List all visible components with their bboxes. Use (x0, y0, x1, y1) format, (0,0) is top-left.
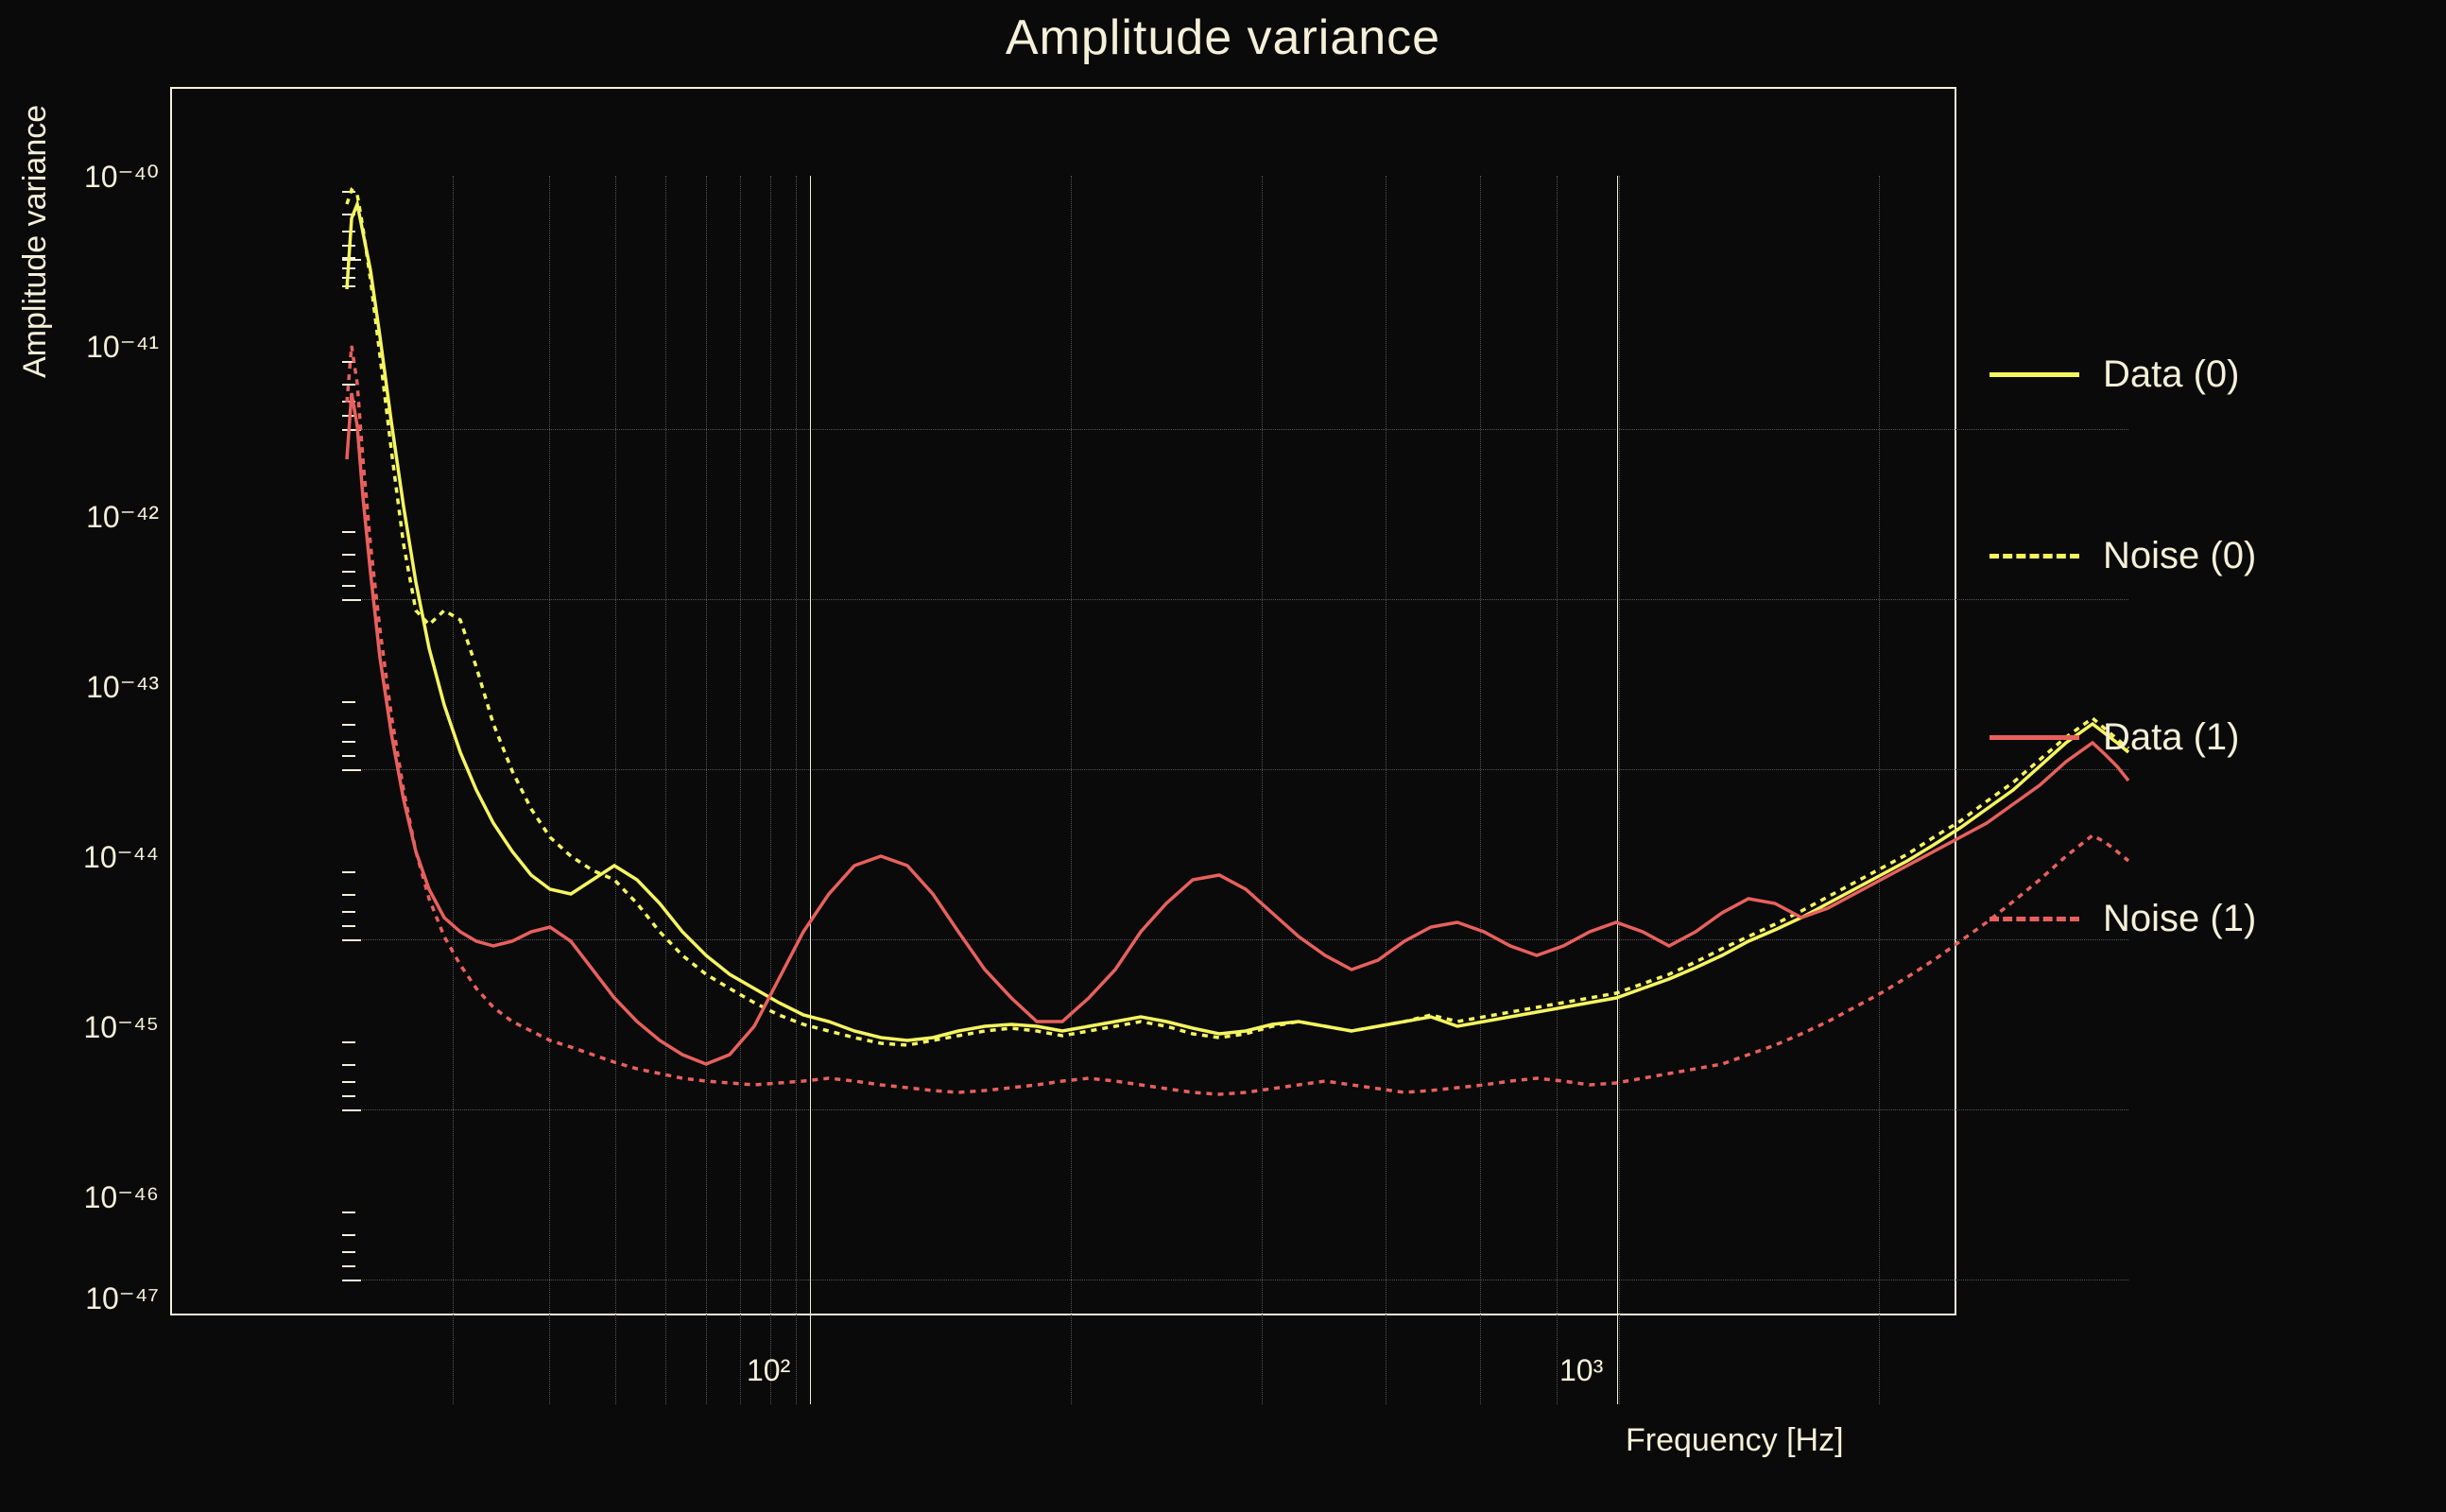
ytick-label-1: 10⁻⁴¹ (86, 329, 159, 365)
legend-line-noise1 (1990, 917, 2079, 921)
legend-item-noise0: Noise (0) (1990, 465, 2256, 646)
x-axis-label: Frequency [Hz] (1626, 1422, 1844, 1459)
chart-legend: Data (0) Noise (0) Data (1) Noise (1) (1990, 284, 2256, 1009)
data1-line[interactable] (347, 393, 2128, 1064)
legend-label-noise0: Noise (0) (2103, 535, 2256, 577)
legend-line-noise0 (1990, 554, 2079, 558)
legend-item-data1: Data (1) (1990, 646, 2256, 828)
legend-line-data0 (1990, 372, 2079, 377)
ytick-label-4: 10⁻⁴⁴ (83, 839, 159, 875)
chart-title: Amplitude variance (0, 9, 2446, 66)
noise1-line[interactable] (347, 346, 2128, 1094)
xtick-label-0: 10² (747, 1353, 790, 1388)
xtick-label-1: 10³ (1559, 1353, 1603, 1388)
ytick-label-6: 10⁻⁴⁶ (84, 1179, 159, 1215)
ytick-label-3: 10⁻⁴³ (86, 669, 159, 705)
ytick-label-5: 10⁻⁴⁵ (84, 1009, 160, 1045)
ytick-label-2: 10⁻⁴² (86, 499, 159, 535)
legend-item-data0: Data (0) (1990, 284, 2256, 465)
data-curves (342, 176, 2128, 1404)
plot-area (170, 87, 1956, 1315)
ytick-label-7: 10⁻⁴⁷ (85, 1280, 159, 1316)
legend-label-data1: Data (1) (2103, 716, 2240, 759)
legend-label-data0: Data (0) (2103, 353, 2240, 396)
y-axis-label: Amplitude variance (17, 105, 54, 378)
legend-item-noise1: Noise (1) (1990, 828, 2256, 1009)
legend-line-data1 (1990, 735, 2079, 740)
ytick-label-0: 10⁻⁴⁰ (84, 159, 159, 195)
chart-container: Amplitude variance Amplitude variance Fr… (0, 0, 2446, 1512)
data0-line[interactable] (347, 204, 2128, 1040)
legend-label-noise1: Noise (1) (2103, 898, 2256, 940)
noise0-line[interactable] (347, 190, 2128, 1045)
